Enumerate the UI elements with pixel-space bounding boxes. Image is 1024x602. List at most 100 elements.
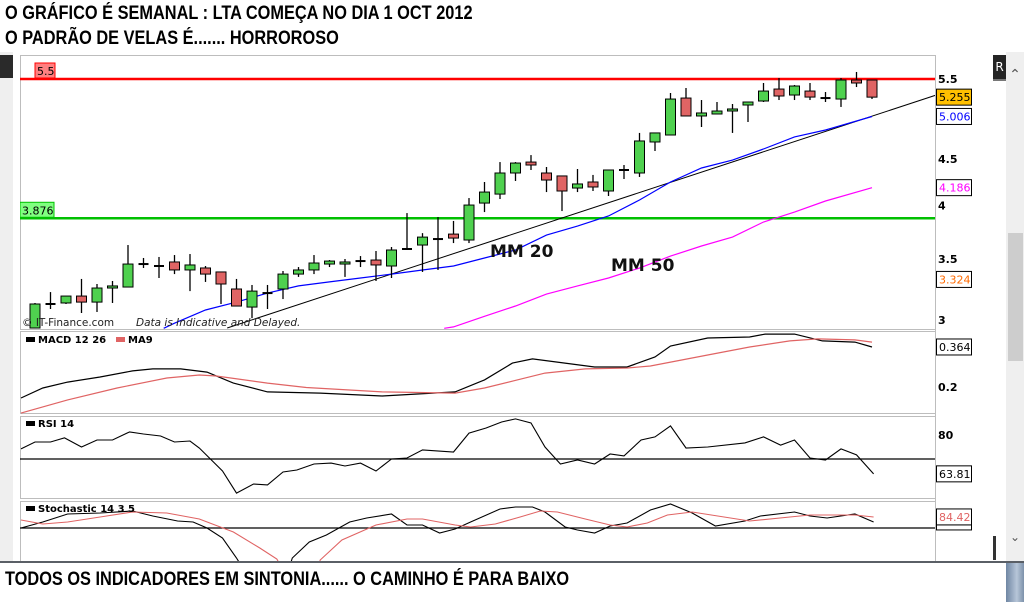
candle[interactable] [711, 102, 723, 115]
candle-body-down [169, 261, 180, 271]
candle-body-down [525, 161, 537, 166]
candle-body-down [773, 88, 785, 97]
bottom-scrollbar-thumb[interactable] [1006, 563, 1024, 602]
candle[interactable] [525, 155, 537, 170]
candle-body-up [417, 236, 428, 246]
candle[interactable] [866, 79, 878, 100]
candle-body-up [835, 79, 847, 100]
last-value-tag-label: 84.42 [939, 511, 971, 524]
last-value-tag [936, 88, 972, 106]
candle-body-up [293, 269, 304, 275]
candle[interactable] [122, 245, 134, 288]
candle[interactable] [215, 271, 227, 304]
candle[interactable] [231, 278, 242, 307]
mm20-annotation: MM 20 [490, 242, 554, 262]
candle[interactable] [603, 169, 614, 197]
candle-body-up [665, 98, 676, 136]
candle[interactable] [324, 260, 335, 268]
scroll-up-arrow-icon[interactable]: ⌃ [1009, 67, 1021, 83]
candle[interactable] [433, 217, 443, 270]
candle[interactable] [634, 132, 645, 177]
candle-body-up [572, 183, 583, 189]
candle[interactable] [154, 256, 164, 278]
candle-body-up [246, 290, 258, 308]
candle-body-down [866, 79, 878, 98]
macd-line [20, 333, 873, 399]
chart-r-button[interactable]: R [993, 55, 1006, 81]
scroll-down-arrow-icon[interactable]: ⌄ [1009, 530, 1021, 544]
candle[interactable] [494, 162, 506, 200]
candle-body-down [215, 271, 227, 285]
legend-swatch [26, 421, 35, 426]
candle[interactable] [386, 247, 397, 278]
left-toolbar-button[interactable] [0, 55, 13, 78]
candle[interactable] [619, 165, 629, 180]
candle[interactable] [727, 104, 738, 133]
candle[interactable] [184, 254, 196, 292]
candle[interactable] [804, 83, 816, 101]
candle[interactable] [417, 233, 428, 272]
right-value-axis: 5.5 4.5 4 3.5 3 0.2 80 5.255 5.006 4.186 3.324 0.36… [935, 56, 972, 561]
candle-body-up [60, 295, 72, 304]
candle[interactable] [572, 168, 583, 193]
candle[interactable] [587, 174, 599, 191]
candle[interactable] [696, 100, 707, 128]
last-value-tag-label: 4.186 [939, 182, 971, 195]
stochastic-k-line [20, 503, 874, 561]
candle[interactable] [293, 267, 304, 277]
candle[interactable] [556, 175, 568, 212]
price-level-tag-label: 3.876 [22, 204, 54, 217]
stochastic-k-value-tag [936, 524, 972, 531]
candle[interactable] [680, 88, 692, 117]
macd-signal-line [20, 338, 873, 414]
candle[interactable] [665, 92, 676, 136]
candle[interactable] [308, 255, 320, 275]
candle[interactable] [649, 132, 661, 151]
candle[interactable] [91, 284, 103, 312]
mm20-line [163, 115, 873, 329]
candle[interactable] [107, 280, 118, 303]
candle-body-up [308, 262, 320, 271]
last-value-tag [936, 338, 972, 356]
candle[interactable] [851, 71, 862, 88]
candle[interactable] [463, 198, 475, 244]
vertical-scrollbar[interactable]: ⌃ ⌄ [1006, 52, 1024, 561]
candle-body-up [386, 249, 397, 267]
candle-body-down [541, 172, 552, 181]
candle[interactable] [76, 278, 87, 314]
legend-swatch [26, 506, 35, 511]
candle[interactable] [339, 259, 351, 277]
candle[interactable] [448, 220, 459, 244]
candle[interactable] [138, 257, 149, 268]
candle[interactable] [402, 213, 412, 251]
stochastic-d-line [20, 510, 874, 561]
candle[interactable] [169, 255, 180, 275]
candle[interactable] [60, 295, 72, 304]
candle[interactable] [246, 284, 258, 319]
candle[interactable] [277, 271, 289, 300]
candle[interactable] [370, 251, 382, 281]
candle-body-down [587, 181, 599, 188]
candle[interactable] [773, 77, 785, 101]
price-level-tag-label: 5.5 [37, 65, 55, 78]
candle-body-up [91, 287, 103, 303]
candle[interactable] [835, 77, 847, 107]
candle[interactable] [541, 166, 552, 193]
candle[interactable] [789, 84, 800, 101]
last-value-tag-label: 5.006 [939, 110, 971, 123]
axis-tick-label: 80 [938, 429, 954, 442]
candle[interactable] [479, 181, 490, 213]
candle[interactable] [45, 292, 56, 309]
lta-trendline[interactable] [227, 94, 935, 329]
candle[interactable] [742, 101, 754, 122]
candle[interactable] [820, 92, 831, 103]
candle[interactable] [262, 284, 273, 309]
candle[interactable] [510, 162, 521, 181]
candle[interactable] [355, 256, 366, 268]
candle[interactable] [758, 83, 769, 103]
candle[interactable] [29, 302, 41, 329]
panel-frames [20, 55, 936, 564]
candle-body-down [200, 267, 211, 275]
candle[interactable] [200, 266, 211, 282]
scrollbar-thumb[interactable] [1008, 233, 1023, 361]
